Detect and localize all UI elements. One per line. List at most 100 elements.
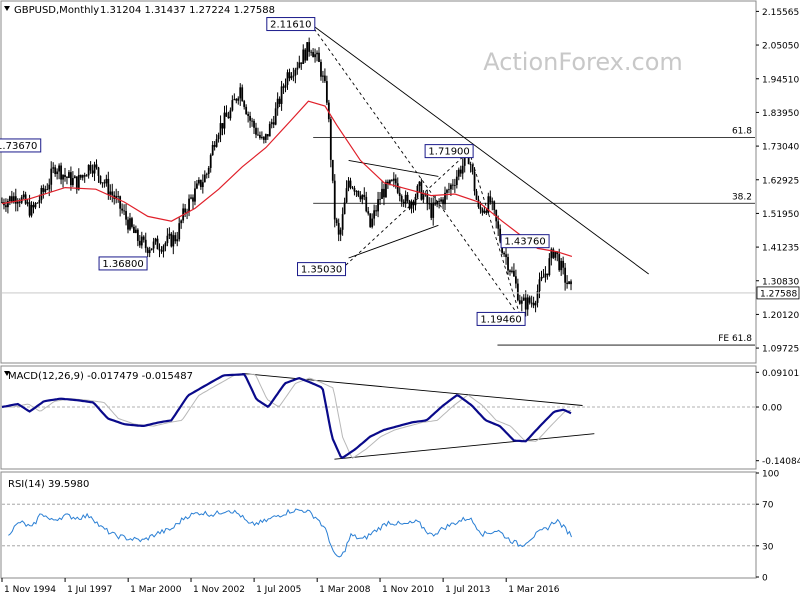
candle-body — [164, 243, 167, 247]
price-tick-label: 1.09725 — [762, 345, 799, 355]
price-label-text: 1.35030 — [301, 265, 342, 276]
price-label-box — [0, 138, 42, 153]
candle-body — [383, 188, 385, 198]
candle-body — [388, 180, 391, 184]
candle-body — [369, 213, 372, 227]
candle-body — [119, 196, 122, 209]
candle-body — [442, 199, 444, 205]
candle-body — [129, 218, 131, 230]
price-tick-label: 1.94510 — [762, 75, 799, 85]
price-tick-label: 1.73040 — [762, 143, 799, 153]
candle-body — [284, 84, 287, 88]
candle-body — [276, 98, 279, 109]
candle-body — [566, 282, 568, 285]
candle-body — [314, 54, 316, 58]
collapse-triangle-icon[interactable] — [4, 6, 10, 11]
candle-body — [71, 178, 74, 186]
candle-body — [152, 241, 155, 249]
candle-body — [536, 291, 539, 303]
candle-body — [221, 123, 224, 129]
candle-body — [117, 196, 120, 197]
candle-body — [260, 136, 263, 138]
candle-body — [343, 202, 346, 215]
candle-body — [194, 188, 196, 202]
candle-body — [304, 49, 307, 61]
candle-body — [32, 204, 35, 208]
candle-body — [320, 61, 322, 77]
candle-body — [333, 180, 336, 220]
candle-body — [347, 180, 350, 189]
candle-body — [288, 72, 291, 79]
candle-body — [170, 233, 173, 247]
candle-body — [268, 123, 271, 137]
candle-body — [422, 195, 425, 200]
candle-body — [83, 175, 86, 177]
candle-body — [387, 181, 389, 184]
candle-body — [505, 254, 507, 258]
candle-body — [432, 202, 435, 218]
candle-body — [562, 260, 565, 268]
candle-body — [483, 210, 486, 213]
candle-body — [134, 229, 137, 233]
candle-body — [125, 211, 127, 220]
candle-body — [197, 179, 200, 184]
collapse-triangle-icon[interactable] — [4, 371, 10, 376]
candle-body — [296, 67, 299, 70]
candle-body — [168, 233, 171, 236]
price-label-text: 1.73670 — [0, 141, 37, 152]
candle-body — [408, 200, 411, 209]
time-tick-label: 1 Nov 1994 — [4, 585, 56, 595]
macd-header: MACD(12,26,9) -0.017479 -0.015487 — [4, 371, 193, 382]
candle-body — [390, 180, 393, 181]
candle-body — [463, 155, 466, 166]
candle-body — [349, 180, 352, 188]
candle-body — [229, 110, 232, 119]
macd-axis: 0.091015 0.00 -0.140843 — [2, 369, 800, 467]
candle-body — [142, 236, 145, 240]
candle-body — [554, 251, 557, 258]
candle-body — [245, 106, 248, 115]
candle-body — [487, 196, 490, 213]
trendline — [310, 23, 649, 275]
candle-body — [558, 254, 561, 271]
candle-body — [223, 112, 226, 129]
candle-body — [8, 196, 11, 202]
candle-body — [481, 209, 484, 213]
price-tick-label: 1.41235 — [762, 244, 799, 254]
price-axis: 2.15565 2.05050 1.94510 1.83950 1.73040 1.629… — [756, 8, 799, 355]
candle-body — [298, 62, 301, 68]
candle-body — [50, 168, 53, 185]
candle-body — [48, 184, 51, 190]
candle-body — [377, 199, 379, 212]
candle-body — [379, 198, 381, 200]
candle-body — [140, 236, 143, 246]
candle-body — [294, 69, 297, 76]
candle-body — [5, 205, 7, 208]
candle-body — [239, 87, 242, 99]
rsi-tick-label: 70 — [762, 501, 774, 511]
candle-body — [538, 279, 541, 292]
candle-body — [26, 202, 29, 204]
price-tick-label: 1.62925 — [762, 176, 799, 186]
candle-body — [178, 223, 181, 240]
macd-trendlines — [242, 373, 595, 460]
price-candles — [1, 37, 572, 317]
moving-average-line — [1, 100, 573, 257]
candle-body — [190, 197, 192, 199]
candle-body — [91, 170, 94, 174]
candle-body — [264, 134, 267, 140]
candle-body — [511, 270, 513, 272]
dashed-trendline — [341, 150, 470, 270]
price-label-box — [476, 311, 526, 326]
candle-body — [310, 51, 313, 53]
candle-body — [160, 250, 163, 252]
last-price-marker: 1.27588 — [2, 286, 800, 299]
candle-body — [127, 219, 129, 230]
candle-body — [471, 164, 474, 173]
candle-body — [52, 167, 55, 169]
candle-body — [540, 276, 543, 280]
candle-body — [131, 218, 133, 227]
candle-body — [548, 258, 551, 276]
candle-body — [560, 260, 563, 271]
candle-body — [138, 240, 141, 246]
